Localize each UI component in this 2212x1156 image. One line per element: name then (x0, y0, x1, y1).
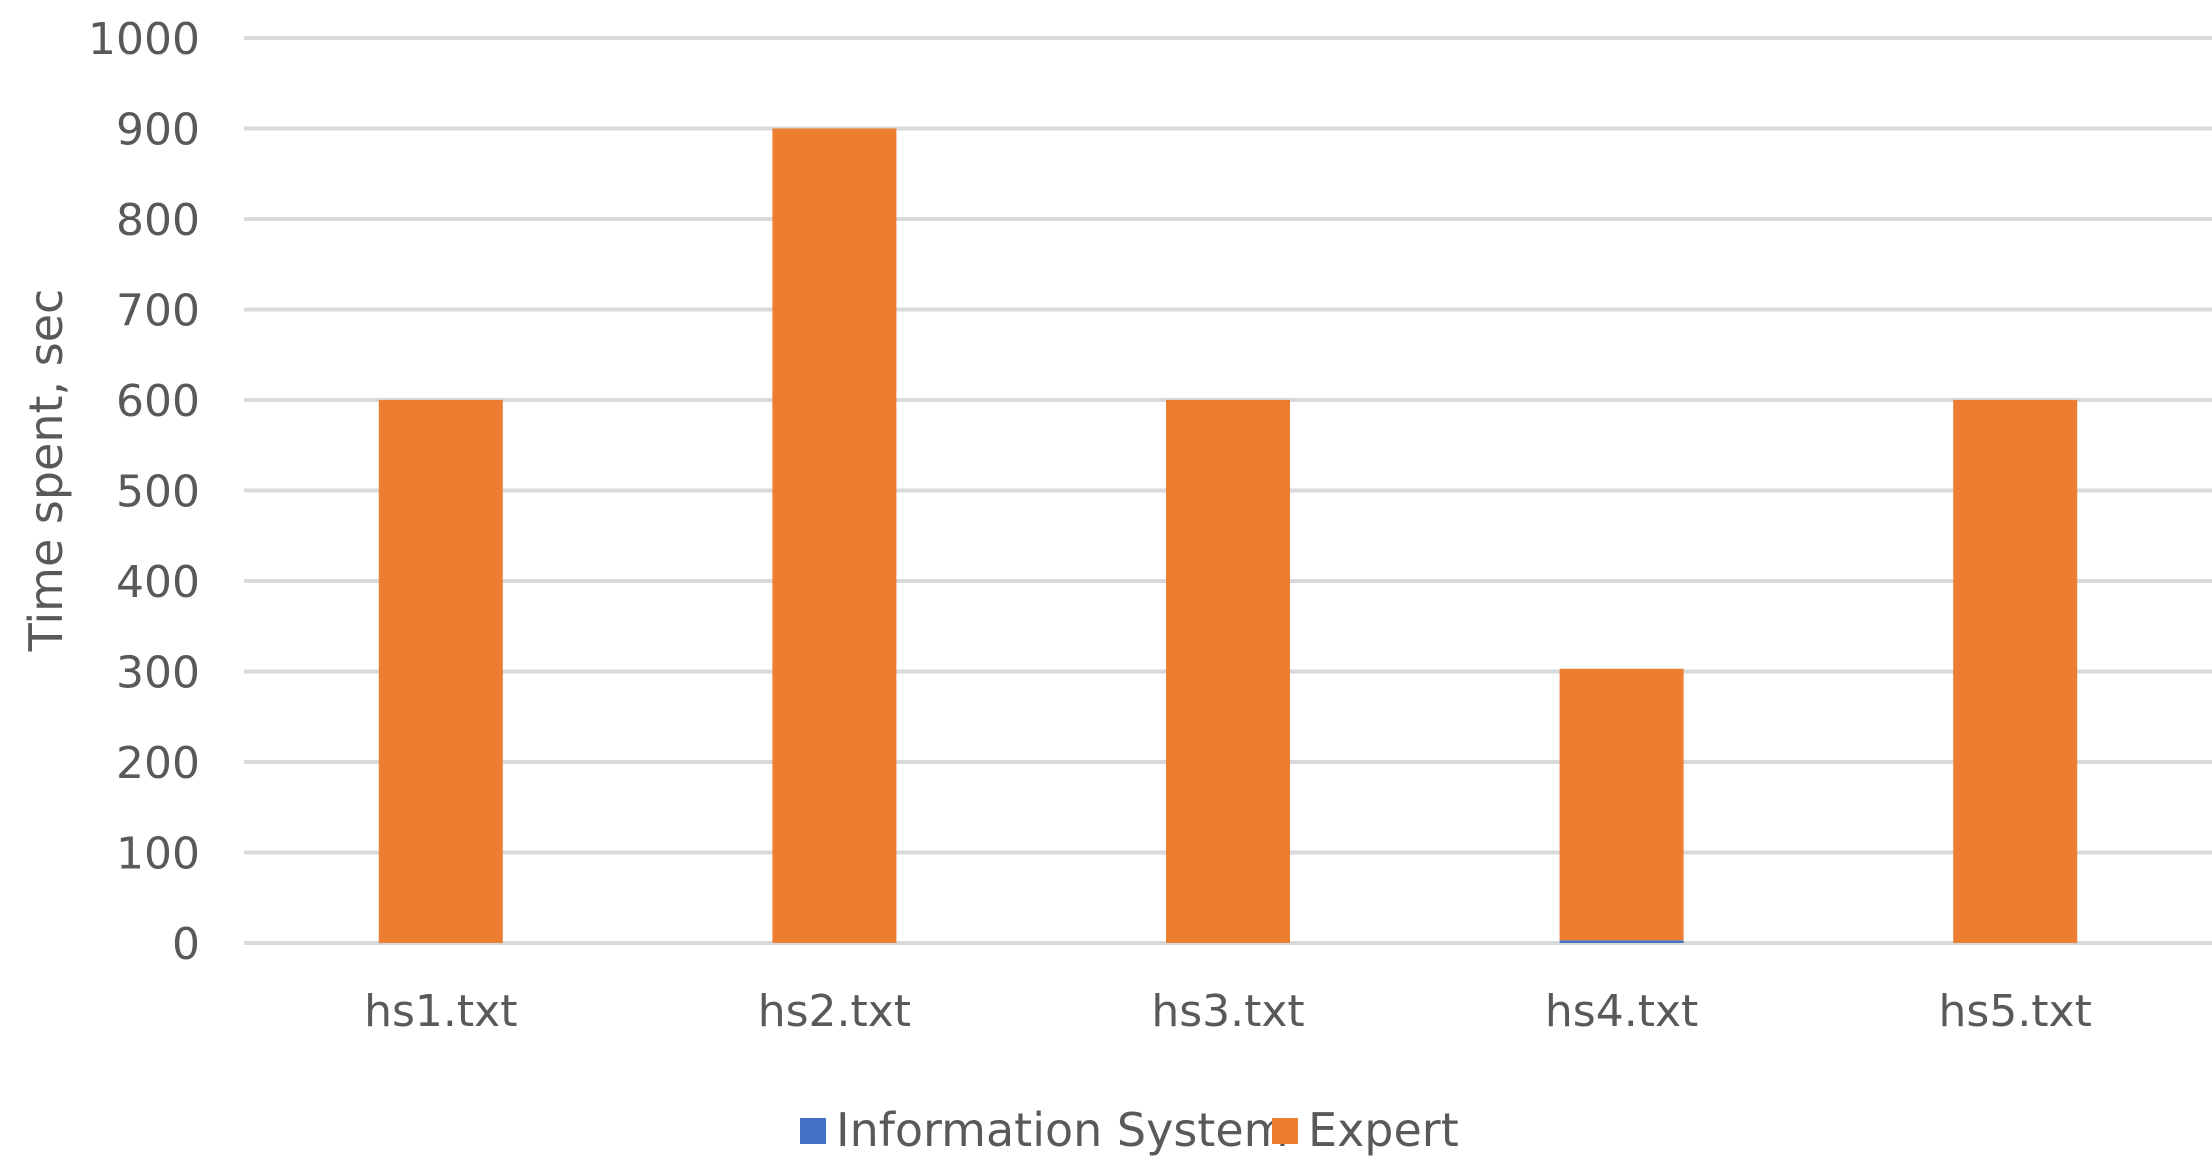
y-tick-labels: 0 100 200 300 400 500 600 700 800 900 1000 (88, 14, 200, 970)
y-tick-label: 900 (116, 105, 200, 156)
bar-expert-hs1-txt (378, 399, 503, 943)
bar-expert-hs2-txt (772, 128, 897, 943)
legend: Information System Expert (800, 1103, 1459, 1156)
y-axis-title: Time spent, sec (19, 289, 73, 653)
y-tick-label: 500 (116, 467, 200, 518)
legend-label-expert: Expert (1308, 1103, 1459, 1156)
bar-expert-hs3-txt (1166, 399, 1290, 943)
legend-label-information-system: Information System (836, 1103, 1288, 1156)
legend-swatch-expert (1272, 1118, 1298, 1144)
y-tick-label: 400 (116, 557, 200, 608)
x-tick-label: hs5.txt (1939, 986, 2092, 1037)
x-tick-labels: hs1.txt hs2.txt hs3.txt hs4.txt hs5.txt (364, 986, 2092, 1037)
x-tick-label: hs2.txt (758, 986, 911, 1037)
bars (378, 128, 2078, 943)
bar-expert-hs5-txt (1953, 399, 2078, 943)
y-tick-label: 800 (116, 195, 200, 246)
x-tick-label: hs1.txt (364, 986, 517, 1037)
y-tick-label: 300 (116, 648, 200, 699)
y-tick-label: 100 (116, 829, 200, 880)
legend-swatch-information-system (800, 1118, 826, 1144)
y-tick-label: 200 (116, 738, 200, 789)
y-tick-label: 600 (116, 376, 200, 427)
y-tick-label: 0 (172, 919, 200, 970)
x-tick-label: hs3.txt (1151, 986, 1304, 1037)
x-tick-label: hs4.txt (1545, 986, 1698, 1037)
bar-expert-hs4-txt (1559, 668, 1684, 941)
bar-information-system-hs4-txt (1559, 940, 1684, 943)
y-tick-label: 700 (116, 286, 200, 337)
y-tick-label: 1000 (88, 14, 200, 65)
